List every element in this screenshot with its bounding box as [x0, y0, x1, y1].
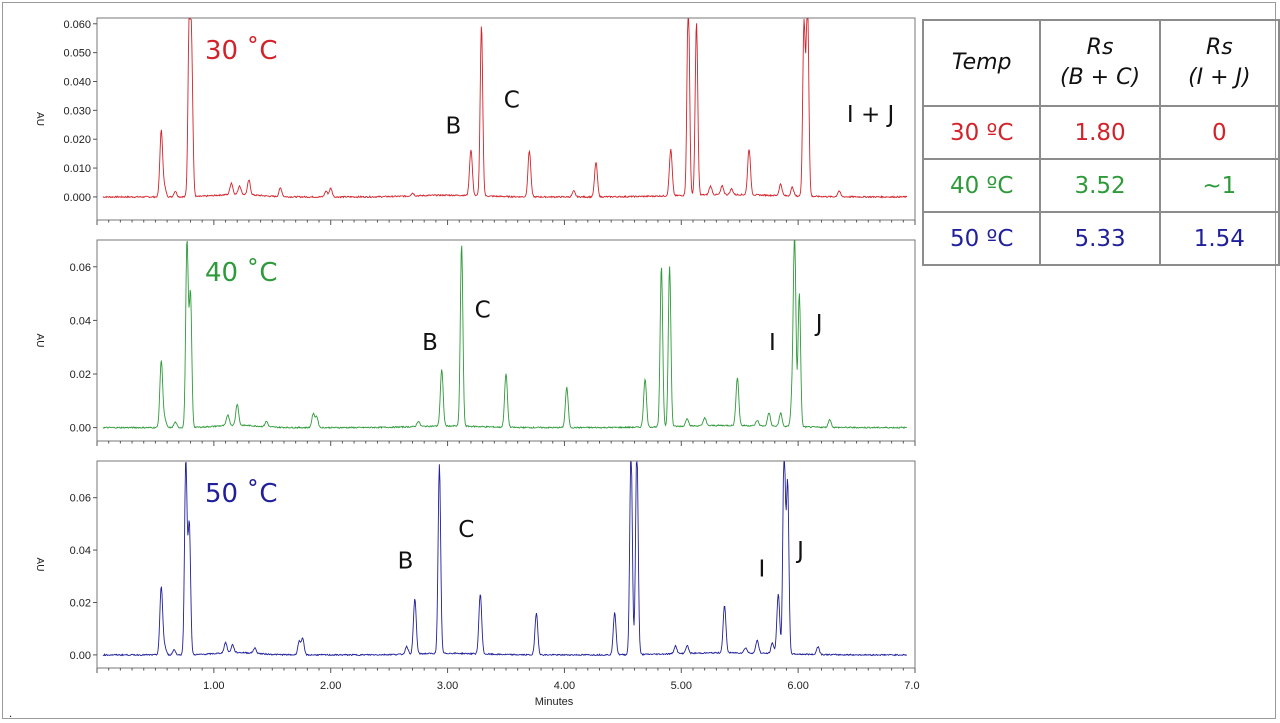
resolution-table: Temp Rs (B + C) Rs (I + J) 30 ºC 1.80 0 40…: [921, 19, 1280, 266]
y-tick-label: 0.00: [70, 423, 91, 435]
y-axis-label: AU: [34, 334, 45, 348]
chromatogram-trace: [102, 18, 908, 199]
x-tick-label: 3.00: [437, 680, 458, 692]
peak-label: C: [475, 298, 491, 324]
x-tick-label: 1.00: [203, 680, 224, 692]
chromatogram-panel-p50: 0.00 0.02 0.04 0.06 AU 50 ˚C B C I J: [34, 460, 916, 673]
y-tick-label: 0.00: [70, 650, 91, 662]
peak-label: B: [446, 113, 462, 139]
chromatogram-figure: 0.000 0.010 0.020 0.030 0.040 0.050 0.060 AU 30 …: [34, 17, 920, 708]
peak-label: I: [769, 330, 776, 356]
table-row-40: 40 ºC 3.52 ~1: [921, 158, 1280, 213]
cell-temp-30: 30 ºC: [921, 105, 1042, 160]
cell-rs-bc-50: 5.33: [1039, 211, 1161, 266]
header-rs-ij: Rs (I + J): [1158, 19, 1280, 107]
table-row-50: 50 ºC 5.33 1.54: [921, 211, 1280, 266]
peak-label: J: [795, 538, 804, 564]
peak-label: C: [504, 87, 520, 113]
cell-temp-40: 40 ºC: [921, 158, 1042, 213]
y-tick-label: 0.000: [63, 192, 91, 204]
y-tick-label: 0.050: [63, 48, 91, 60]
x-tick-label: 6.00: [787, 680, 808, 692]
cell-rs-ij-40: ~1: [1158, 158, 1280, 213]
plot-area: [96, 17, 916, 221]
peak-label: J: [814, 311, 823, 337]
plot-area: [96, 460, 916, 669]
y-tick-label: 0.06: [70, 493, 91, 505]
cell-rs-bc-30: 1.80: [1039, 105, 1161, 160]
y-tick-label: 0.060: [63, 19, 91, 31]
cell-rs-ij-30: 0: [1158, 105, 1280, 160]
peak-label: B: [422, 330, 438, 356]
peak-label: C: [458, 517, 474, 543]
y-tick-label: 0.020: [63, 134, 91, 146]
peak-label: I + J: [847, 102, 894, 128]
footnote-mark: .: [9, 709, 13, 720]
peak-label: I: [759, 556, 766, 582]
x-tick-label: 2.00: [320, 680, 341, 692]
header-rs-bc: Rs (B + C): [1039, 19, 1161, 107]
cell-rs-bc-40: 3.52: [1039, 158, 1161, 213]
y-axis-label: AU: [34, 112, 45, 126]
y-axis-label: AU: [34, 558, 45, 572]
y-tick-label: 0.06: [70, 262, 91, 274]
temperature-label: 40 ˚C: [205, 258, 278, 288]
chromatogram-panel-p30: 0.000 0.010 0.020 0.030 0.040 0.050 0.060 AU 30 …: [34, 17, 916, 225]
y-tick-label: 0.04: [70, 315, 91, 327]
y-tick-label: 0.04: [70, 545, 91, 557]
y-tick-label: 0.030: [63, 105, 91, 117]
chromatogram-panel-p40: 0.00 0.02 0.04 0.06 AU 40 ˚C B C I J: [34, 239, 916, 446]
cell-rs-ij-50: 1.54: [1158, 211, 1280, 266]
x-tick-label: 7.00: [904, 680, 920, 692]
x-axis-title: Minutes: [535, 696, 574, 708]
x-tick-label: 4.00: [554, 680, 575, 692]
table-header-row: Temp Rs (B + C) Rs (I + J): [921, 19, 1280, 107]
y-tick-label: 0.02: [70, 369, 91, 381]
y-tick-label: 0.010: [63, 163, 91, 175]
peak-label: B: [398, 548, 414, 574]
table-row-30: 30 ºC 1.80 0: [921, 105, 1280, 160]
x-tick-label: 5.00: [671, 680, 692, 692]
plot-area: [96, 239, 916, 442]
temperature-label: 30 ˚C: [205, 36, 278, 66]
chromatogram-trace: [102, 460, 908, 657]
y-tick-label: 0.040: [63, 76, 91, 88]
temperature-label: 50 ˚C: [205, 479, 278, 509]
header-temp: Temp: [921, 19, 1042, 107]
chromatogram-trace: [102, 240, 908, 430]
y-tick-label: 0.02: [70, 597, 91, 609]
cell-temp-50: 50 ºC: [921, 211, 1042, 266]
